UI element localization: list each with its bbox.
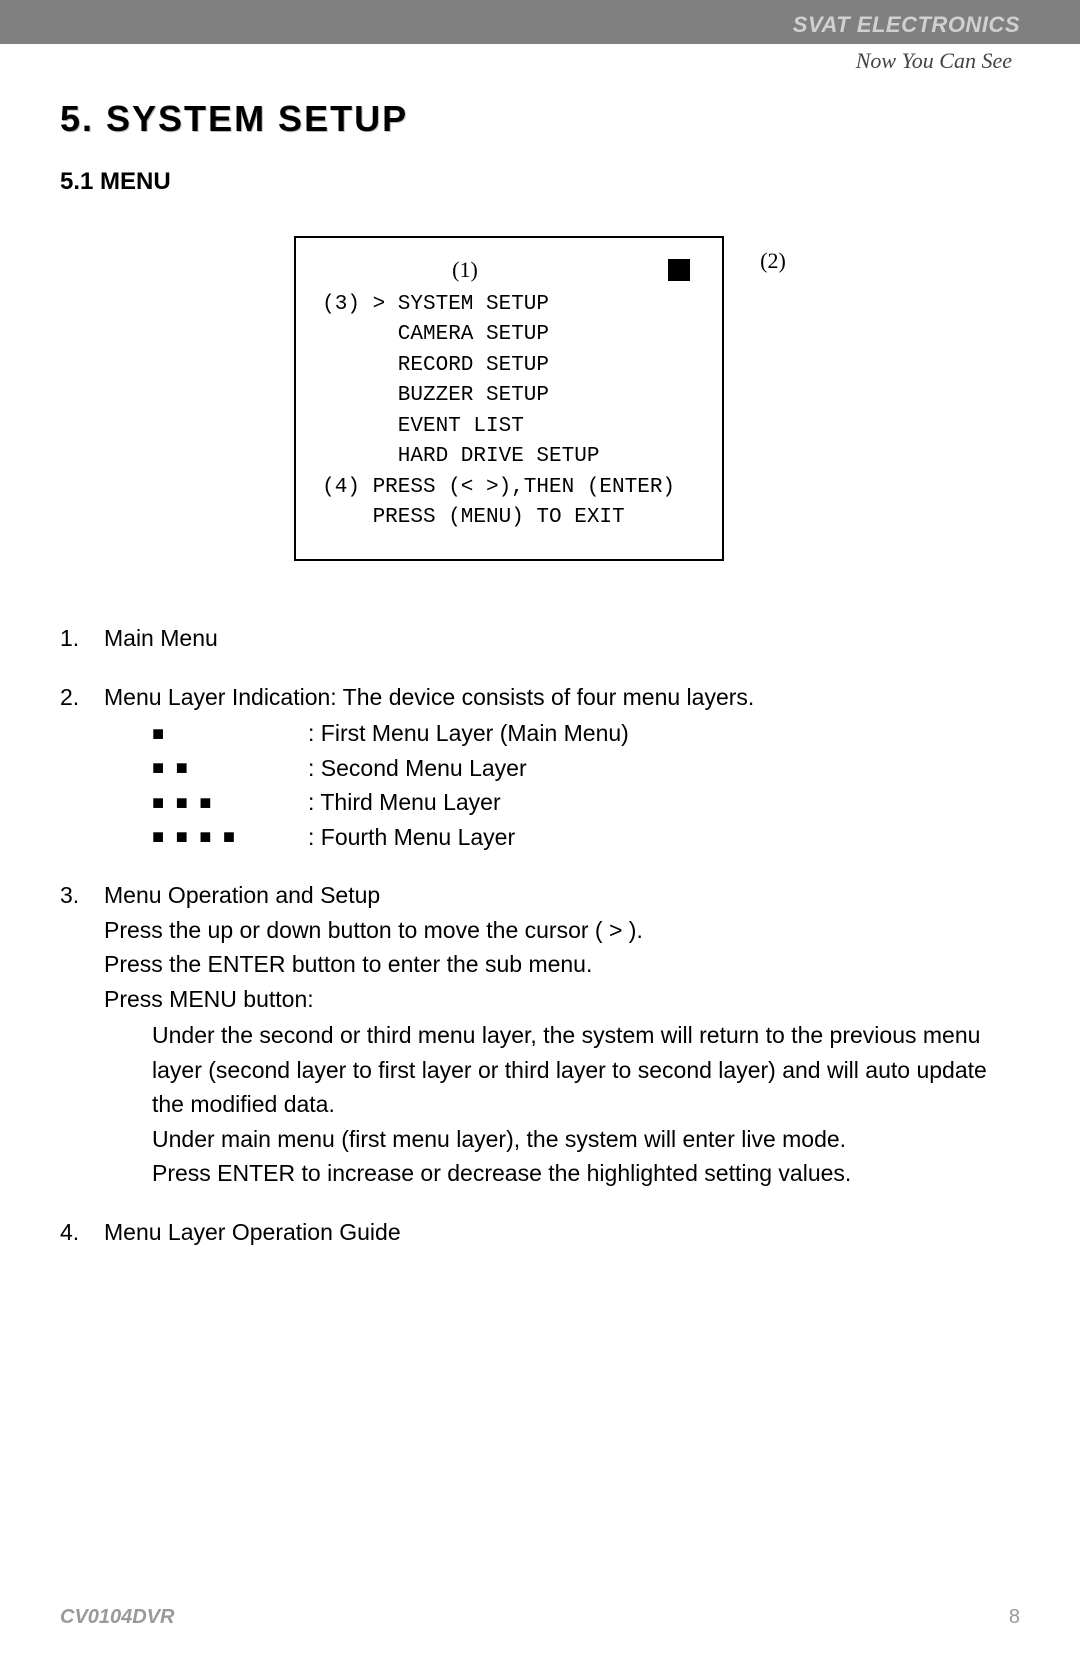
list-item-3: 3. Menu Operation and Setup Press the up… <box>60 878 1020 1191</box>
footer-page-number: 8 <box>1009 1606 1020 1629</box>
item3-line2: Press the ENTER button to enter the sub … <box>104 947 1020 982</box>
brand-name: SVAT ELECTRONICS <box>793 12 1020 38</box>
layer-label: : Fourth Menu Layer <box>308 820 515 855</box>
section-subtitle: 5.1 MENU <box>60 168 1020 196</box>
layer-row: ■ ■ : Second Menu Layer <box>152 751 1020 786</box>
item3-line3: Press MENU button: <box>104 982 1020 1017</box>
layer-table: ■ : First Menu Layer (Main Menu) ■ ■ : S… <box>152 716 1020 854</box>
layer-squares: ■ ■ ■ <box>152 788 308 818</box>
list-text: Main Menu <box>104 621 1020 656</box>
section-title: 5. SYSTEM SETUP <box>60 98 1020 140</box>
layer-row: ■ : First Menu Layer (Main Menu) <box>152 716 1020 751</box>
item3-p3: Press ENTER to increase or decrease the … <box>152 1156 1020 1191</box>
item3-title: Menu Operation and Setup <box>104 878 1020 913</box>
list-item-2-intro: Menu Layer Indication: The device consis… <box>104 680 1020 715</box>
menu-box-header: (1) <box>322 254 696 286</box>
list-text: Menu Operation and Setup Press the up or… <box>104 878 1020 1191</box>
list-number: 2. <box>60 680 104 855</box>
layer-row: ■ ■ ■ ■ : Fourth Menu Layer <box>152 820 1020 855</box>
list-item-2: 2. Menu Layer Indication: The device con… <box>60 680 1020 855</box>
menu-diagram-box: (1) (3) > SYSTEM SETUP CAMERA SETUP RECO… <box>294 236 724 561</box>
menu-box-lines: (3) > SYSTEM SETUP CAMERA SETUP RECORD S… <box>322 290 696 534</box>
item3-indent: Under the second or third menu layer, th… <box>152 1018 1020 1191</box>
list-number: 4. <box>60 1215 104 1250</box>
layer-label: : Second Menu Layer <box>308 751 527 786</box>
list-text: Menu Layer Indication: The device consis… <box>104 680 1020 855</box>
footer-model: CV0104DVR <box>60 1606 175 1629</box>
header-bar: SVAT ELECTRONICS <box>0 0 1080 44</box>
callout-2: (2) <box>760 236 786 274</box>
list-number: 1. <box>60 621 104 656</box>
menu-illustration-row: (1) (3) > SYSTEM SETUP CAMERA SETUP RECO… <box>60 236 1020 561</box>
layer-squares: ■ ■ <box>152 753 308 783</box>
layer-label: : First Menu Layer (Main Menu) <box>308 716 629 751</box>
list-text: Menu Layer Operation Guide <box>104 1215 1020 1250</box>
brand-tagline: Now You Can See <box>856 48 1012 74</box>
callout-1: (1) <box>452 254 478 286</box>
item3-p1: Under the second or third menu layer, th… <box>152 1018 1020 1122</box>
layer-row: ■ ■ ■ : Third Menu Layer <box>152 785 1020 820</box>
page-footer: CV0104DVR 8 <box>60 1606 1020 1629</box>
layer-label: : Third Menu Layer <box>308 785 501 820</box>
square-icon <box>668 259 690 281</box>
page-content: 5. SYSTEM SETUP 5.1 MENU (1) (3) > SYSTE… <box>0 44 1080 1249</box>
item3-p2: Under main menu (first menu layer), the … <box>152 1122 1020 1157</box>
item3-line1: Press the up or down button to move the … <box>104 913 1020 948</box>
list-item-1: 1. Main Menu <box>60 621 1020 656</box>
layer-squares: ■ ■ ■ ■ <box>152 822 308 852</box>
list-number: 3. <box>60 878 104 1191</box>
list-item-4: 4. Menu Layer Operation Guide <box>60 1215 1020 1250</box>
layer-squares: ■ <box>152 719 308 749</box>
description-list: 1. Main Menu 2. Menu Layer Indication: T… <box>60 621 1020 1249</box>
